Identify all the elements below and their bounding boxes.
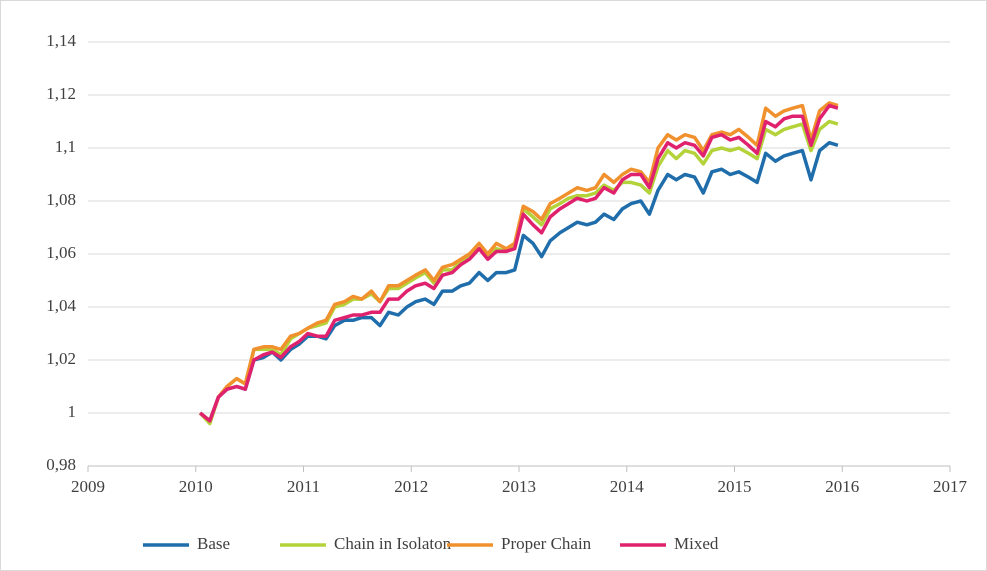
x-tick-label: 2011 bbox=[287, 477, 320, 496]
legend-label: Mixed bbox=[674, 534, 719, 553]
y-tick-label: 1,02 bbox=[46, 349, 76, 368]
series-line bbox=[198, 140, 839, 423]
x-tick-label: 2009 bbox=[71, 477, 105, 496]
x-tick-label: 2012 bbox=[394, 477, 428, 496]
series-line bbox=[198, 103, 839, 423]
x-tick-label: 2014 bbox=[610, 477, 645, 496]
x-tick-label: 2010 bbox=[179, 477, 213, 496]
y-tick-label: 1,12 bbox=[46, 84, 76, 103]
y-tick-label: 1,08 bbox=[46, 190, 76, 209]
legend-label: Chain in Isolaton bbox=[334, 534, 452, 553]
legend-label: Base bbox=[197, 534, 230, 553]
x-tick-label: 2013 bbox=[502, 477, 536, 496]
x-tick-label: 2015 bbox=[718, 477, 752, 496]
legend-label: Proper Chain bbox=[501, 534, 592, 553]
y-tick-label: 1,06 bbox=[46, 243, 76, 262]
y-tick-label: 0,98 bbox=[46, 455, 76, 474]
y-tick-label: 1,14 bbox=[46, 31, 76, 50]
y-tick-label: 1,1 bbox=[55, 137, 76, 156]
y-tick-label: 1,04 bbox=[46, 296, 76, 315]
x-tick-label: 2017 bbox=[933, 477, 968, 496]
x-tick-label: 2016 bbox=[825, 477, 859, 496]
y-tick-label: 1 bbox=[68, 402, 77, 421]
